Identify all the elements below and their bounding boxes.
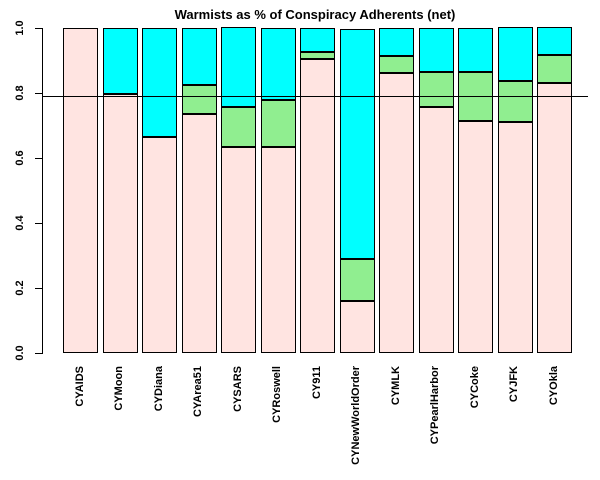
bar-segment-top-cyan	[419, 28, 454, 72]
x-axis-label: CYOkla	[548, 366, 560, 406]
bar-segment-top-cyan	[340, 29, 375, 259]
y-axis-tick	[35, 353, 42, 354]
bar-segment-bottom-pink	[498, 122, 533, 353]
bar	[221, 27, 256, 353]
bar-segment-middle-green	[419, 72, 454, 107]
bar	[537, 27, 572, 353]
bar-segment-middle-green	[498, 81, 533, 122]
x-axis-label: CYDiana	[153, 366, 165, 412]
y-axis-tick-label: 0.6	[14, 150, 26, 166]
x-axis-label: CY911	[311, 366, 323, 400]
bar-segment-middle-green	[379, 56, 414, 73]
bar-segment-top-cyan	[182, 28, 217, 85]
bar-segment-bottom-pink	[300, 59, 335, 353]
y-axis-tick-label: 0.4	[14, 215, 26, 231]
bar	[419, 27, 454, 353]
bar-segment-middle-green	[182, 85, 217, 114]
bar-segment-middle-green	[537, 55, 572, 83]
bar	[379, 27, 414, 353]
bar-segment-bottom-pink	[379, 73, 414, 353]
y-axis-tick-label: 0.2	[14, 280, 26, 296]
bar-segment-top-cyan	[142, 28, 177, 137]
y-axis-tick-label: 0.8	[14, 85, 26, 101]
bar-segment-top-cyan	[103, 28, 138, 94]
bar-segment-bottom-pink	[142, 137, 177, 353]
bar-segment-bottom-pink	[103, 94, 138, 353]
y-axis-tick	[35, 288, 42, 289]
x-axis-label: CYMLK	[390, 366, 402, 406]
chart-title: Warmists as % of Conspiracy Adherents (n…	[174, 7, 456, 22]
bar	[300, 27, 335, 353]
x-axis-label: CYNewWorldOrder	[350, 366, 362, 465]
x-axis-label: CYCoke	[469, 366, 481, 409]
bar-segment-top-cyan	[498, 27, 533, 81]
bar-segment-top-cyan	[261, 28, 296, 100]
bar-segment-bottom-pink	[537, 83, 572, 353]
y-axis-tick	[35, 223, 42, 224]
y-axis-tick	[35, 93, 42, 94]
bar-segment-top-cyan	[458, 28, 493, 72]
bar	[498, 27, 533, 353]
reference-line	[42, 96, 588, 97]
y-axis-tick	[35, 158, 42, 159]
x-axis-label: CYAIDS	[74, 366, 86, 407]
x-axis-label: CYPearlHarbor	[429, 366, 441, 445]
x-axis-label: CYRoswell	[271, 366, 283, 423]
bar-segment-middle-green	[300, 52, 335, 59]
x-axis-label: CYMoon	[113, 366, 125, 411]
x-axis-label: CYSARS	[232, 366, 244, 412]
bar	[142, 27, 177, 353]
bar	[458, 27, 493, 353]
bar-segment-bottom-pink	[458, 121, 493, 353]
bar	[182, 27, 217, 353]
x-axis-label: CYArea51	[192, 366, 204, 417]
bar-segment-bottom-pink	[63, 28, 98, 353]
bar	[340, 27, 375, 353]
bar	[63, 27, 98, 353]
x-axis-label: CYJFK	[508, 366, 520, 403]
bar-segment-bottom-pink	[340, 301, 375, 353]
bar-segment-bottom-pink	[261, 147, 296, 353]
y-axis-tick-label: 0.0	[14, 345, 26, 361]
bar-segment-middle-green	[340, 259, 375, 301]
y-axis-tick-label: 1.0	[14, 20, 26, 36]
bar-segment-middle-green	[261, 100, 296, 147]
bar-segment-top-cyan	[300, 28, 335, 52]
bar-segment-middle-green	[221, 107, 256, 147]
bar	[261, 27, 296, 353]
bar-segment-bottom-pink	[419, 107, 454, 353]
bar-segment-bottom-pink	[182, 114, 217, 353]
bar-segment-top-cyan	[221, 27, 256, 107]
bar	[103, 27, 138, 353]
bar-segment-bottom-pink	[221, 147, 256, 353]
y-axis-tick	[35, 28, 42, 29]
bar-segment-top-cyan	[379, 28, 414, 56]
bar-segment-top-cyan	[537, 27, 572, 55]
y-axis-line	[42, 28, 43, 354]
